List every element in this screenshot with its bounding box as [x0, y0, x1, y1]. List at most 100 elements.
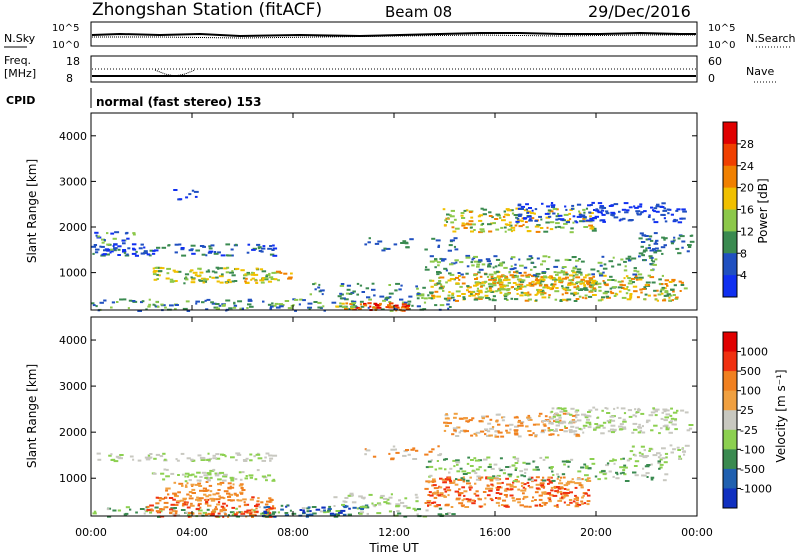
- echo-cell: [462, 480, 466, 483]
- echo-cell: [550, 221, 555, 224]
- echo-cell: [544, 456, 549, 459]
- echo-cell: [549, 210, 554, 213]
- echo-cell: [505, 424, 510, 427]
- echo-cell: [205, 513, 208, 516]
- echo-cell: [217, 267, 220, 270]
- echo-cell: [236, 515, 240, 518]
- echo-cell: [443, 267, 448, 270]
- echo-cell: [416, 294, 421, 297]
- echo-cell: [648, 414, 654, 417]
- echo-cell: [599, 471, 603, 474]
- echo-cell: [644, 235, 649, 237]
- echo-cell: [443, 458, 447, 461]
- echo-cell: [415, 500, 419, 503]
- echo-cell: [140, 243, 144, 246]
- echo-cell: [539, 503, 542, 506]
- echo-cell: [155, 301, 159, 304]
- echo-cell: [639, 212, 642, 215]
- echo-cell: [477, 459, 483, 462]
- echo-cell: [189, 504, 195, 507]
- echo-cell: [655, 408, 660, 411]
- echo-cell: [641, 425, 644, 428]
- echo-cell: [554, 487, 557, 490]
- echo-cell: [92, 304, 96, 307]
- echo-cell: [475, 283, 479, 286]
- echo-cell: [542, 476, 545, 479]
- echo-cell: [155, 496, 159, 499]
- echo-cell: [272, 454, 278, 457]
- echo-cell: [594, 289, 597, 292]
- echo-cell: [517, 207, 521, 210]
- echo-cell: [668, 431, 673, 434]
- echo-cell: [491, 477, 494, 480]
- echo-cell: [194, 274, 198, 277]
- echo-cell: [553, 504, 559, 507]
- echo-cell: [673, 423, 677, 426]
- x-tick-label: 16:00: [479, 526, 511, 539]
- echo-cell: [287, 307, 293, 310]
- echo-cell: [624, 265, 627, 268]
- echo-cell: [656, 289, 659, 292]
- echo-cell: [124, 232, 128, 235]
- echo-cell: [473, 260, 479, 263]
- echo-cell: [469, 488, 472, 491]
- nave-tick-top: 60: [708, 55, 722, 68]
- echo-cell: [424, 268, 430, 271]
- echo-cell: [414, 493, 418, 496]
- echo-cell: [146, 456, 152, 459]
- echo-cell: [668, 296, 671, 299]
- echo-cell: [424, 248, 428, 251]
- echo-cell: [565, 286, 570, 289]
- echo-cell: [192, 512, 195, 515]
- echo-cell: [273, 515, 277, 518]
- echo-cell: [424, 502, 427, 504]
- echo-cell: [359, 511, 365, 514]
- echo-cell: [535, 282, 540, 285]
- echo-cell: [432, 481, 435, 483]
- echo-cell: [584, 478, 588, 481]
- echo-cell: [181, 504, 185, 507]
- echo-cell: [453, 245, 457, 248]
- echo-cell: [479, 430, 485, 433]
- echo-cell: [448, 306, 452, 308]
- echo-cell: [232, 512, 235, 515]
- echo-cell: [461, 222, 465, 225]
- echo-cell: [400, 501, 405, 504]
- echo-cell: [511, 212, 515, 215]
- echo-cell: [569, 274, 574, 277]
- echo-cell: [379, 496, 384, 499]
- echo-cell: [503, 210, 507, 213]
- echo-cell: [488, 287, 492, 290]
- echo-cell: [470, 230, 474, 233]
- echo-cell: [149, 249, 154, 252]
- echo-cell: [342, 513, 347, 516]
- echo-cell: [453, 299, 456, 302]
- echo-cell: [219, 510, 223, 513]
- echo-cell: [255, 510, 259, 513]
- y-tick-label: 1000: [59, 472, 87, 485]
- echo-cell: [214, 474, 220, 477]
- echo-cell: [543, 503, 547, 506]
- echo-cell: [521, 217, 525, 220]
- echo-cell: [570, 420, 573, 423]
- echo-cell: [613, 462, 616, 465]
- echo-cell: [415, 449, 419, 452]
- echo-cell: [191, 278, 196, 281]
- echo-cell: [540, 276, 544, 279]
- echo-cell: [587, 426, 592, 429]
- echo-cell: [566, 504, 571, 506]
- echo-cell: [565, 208, 568, 211]
- echo-cell: [509, 428, 512, 431]
- echo-cell: [249, 459, 253, 462]
- echo-cell: [483, 503, 487, 506]
- echo-cell: [659, 458, 663, 461]
- echo-cell: [567, 283, 572, 286]
- echo-cell: [337, 295, 342, 298]
- echo-cell: [256, 500, 260, 503]
- echo-cell: [551, 285, 556, 288]
- echo-cell: [172, 492, 177, 495]
- echo-cell: [197, 509, 203, 512]
- nsky-trace: [91, 31, 696, 38]
- echo-cell: [231, 274, 236, 277]
